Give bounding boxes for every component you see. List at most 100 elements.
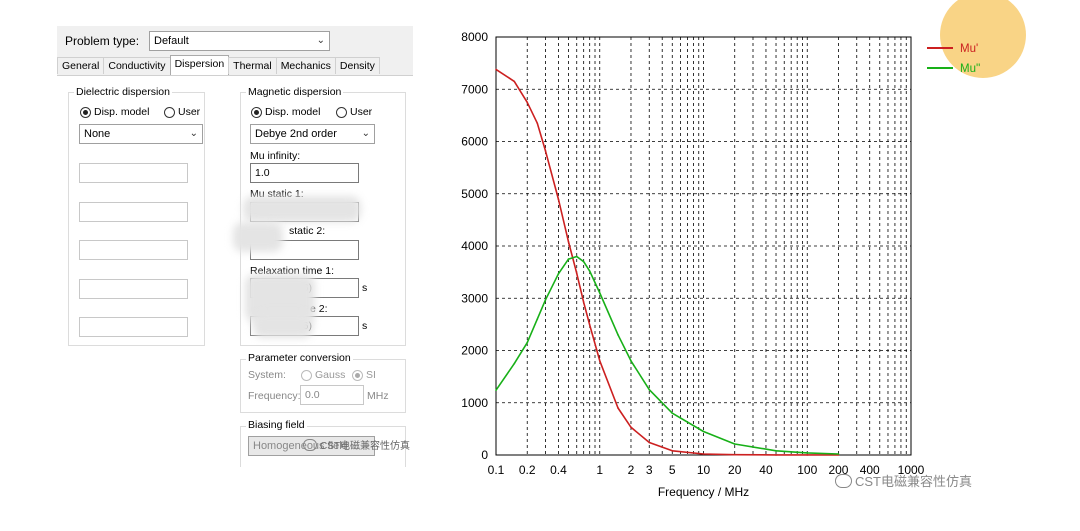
data-point	[671, 450, 674, 452]
redaction-blur	[243, 196, 361, 222]
x-axis-label: Frequency / MHz	[658, 485, 749, 499]
tab-density[interactable]: Density	[334, 57, 380, 74]
dielectric-dispersion-title: Dielectric dispersion	[74, 86, 172, 98]
radio-unchecked-icon	[336, 106, 347, 118]
dielectric-field-2[interactable]	[79, 202, 188, 222]
tab-dispersion[interactable]: Dispersion	[169, 55, 230, 75]
x-tick-label: 10	[697, 463, 711, 477]
tab-general[interactable]: General	[57, 57, 105, 74]
data-point	[526, 341, 529, 344]
x-tick-label: 1	[596, 463, 603, 477]
chevron-down-icon: ⌄	[189, 128, 198, 139]
relaxation-time-1-unit: s	[362, 282, 368, 294]
gauss-radio[interactable]: Gauss	[301, 369, 345, 381]
data-point	[775, 454, 777, 456]
tab-thermal[interactable]: Thermal	[228, 57, 277, 74]
biasing-field-select[interactable]: Homogeneous field	[248, 436, 375, 456]
data-point	[733, 443, 736, 445]
data-point	[495, 68, 497, 71]
x-tick-label: 100	[797, 463, 817, 477]
data-point	[617, 407, 619, 409]
biasing-field-group	[240, 426, 406, 467]
data-point	[575, 272, 578, 274]
problem-type-label: Problem type:	[65, 34, 140, 48]
x-tick-label: 0.4	[550, 463, 567, 477]
magnetic-model-value: Debye 2nd order	[255, 128, 337, 140]
data-point	[630, 426, 632, 429]
data-point	[806, 452, 809, 454]
dielectric-field-3[interactable]	[79, 240, 188, 260]
tab-mechanics[interactable]: Mechanics	[275, 57, 336, 74]
x-tick-label: 20	[728, 463, 742, 477]
problem-type-value: Default	[154, 35, 189, 47]
data-point	[557, 272, 560, 275]
data-point	[567, 258, 570, 260]
radio-label: User	[178, 106, 201, 118]
dielectric-field-5[interactable]	[79, 317, 188, 337]
redaction-blur	[233, 222, 283, 252]
dielectric-model-value: None	[84, 128, 111, 140]
y-tick-label: 1000	[461, 396, 488, 410]
magnetic-model-select[interactable]: Debye 2nd order ⌄	[250, 124, 375, 144]
series-line-mu-imag	[495, 255, 839, 455]
watermark-small-text: CST电磁兼容性仿真	[320, 441, 410, 452]
wechat-icon	[303, 438, 317, 451]
data-point	[648, 388, 651, 391]
watermark-small: CST电磁兼容性仿真	[303, 437, 410, 452]
watermark: CST电磁兼容性仿真	[835, 471, 972, 490]
y-tick-label: 7000	[461, 82, 488, 96]
data-point	[837, 453, 840, 455]
wechat-icon	[835, 473, 852, 488]
y-tick-label: 2000	[461, 344, 488, 358]
data-point	[544, 150, 547, 152]
data-point	[513, 80, 516, 83]
magnetic-disp-model-radio[interactable]: Disp. model	[251, 106, 320, 118]
y-tick-label: 5000	[461, 187, 488, 201]
magnetic-dispersion-title: Magnetic dispersion	[246, 86, 344, 98]
tab-conductivity[interactable]: Conductivity	[103, 57, 171, 74]
x-tick-label: 0.1	[488, 463, 505, 477]
data-point	[588, 270, 591, 272]
y-tick-label: 3000	[461, 291, 488, 305]
data-point	[648, 441, 651, 444]
chevron-down-icon: ⌄	[316, 35, 325, 46]
data-point	[702, 430, 705, 433]
data-point	[536, 122, 539, 125]
magnetic-user-radio[interactable]: User	[336, 106, 372, 118]
dielectric-field-4[interactable]	[79, 279, 188, 299]
dielectric-disp-model-radio[interactable]: Disp. model	[80, 106, 149, 118]
tab-bar: General Conductivity Dispersion Thermal …	[57, 55, 380, 75]
x-tick-label: 400	[860, 463, 880, 477]
radio-label: Gauss	[315, 369, 346, 381]
data-point	[582, 260, 585, 263]
y-tick-label: 8000	[461, 30, 488, 44]
material-dialog: Problem type: Default ⌄ General Conducti…	[57, 26, 413, 467]
problem-type-select[interactable]: Default ⌄	[149, 31, 330, 51]
frequency-unit: MHz	[367, 390, 389, 402]
y-tick-label: 4000	[461, 239, 488, 253]
data-point	[575, 255, 578, 258]
chevron-down-icon: ⌄	[361, 128, 370, 139]
system-label: System:	[248, 369, 286, 381]
data-point	[557, 198, 560, 201]
data-point	[775, 450, 777, 452]
mu-infinity-label: Mu infinity:	[250, 150, 301, 162]
dielectric-model-select[interactable]: None ⌄	[79, 124, 203, 144]
x-tick-label: 3	[646, 463, 653, 477]
corner-decoration	[940, 0, 1026, 78]
radio-label: Disp. model	[94, 106, 150, 118]
data-point	[588, 324, 591, 326]
frequency-label: Frequency:	[248, 390, 301, 402]
dielectric-field-1[interactable]	[79, 163, 188, 183]
data-point	[526, 101, 529, 104]
data-point	[598, 360, 601, 362]
frequency-input[interactable]: 0.0	[300, 385, 364, 405]
dielectric-user-radio[interactable]: User	[164, 106, 200, 118]
data-point	[544, 299, 547, 301]
data-point	[495, 389, 497, 392]
si-radio[interactable]: SI	[352, 369, 376, 381]
data-point	[567, 241, 570, 243]
dispersion-tab-content: Dielectric dispersion Disp. model User N…	[57, 75, 413, 467]
mu-infinity-input[interactable]: 1.0	[250, 163, 359, 183]
